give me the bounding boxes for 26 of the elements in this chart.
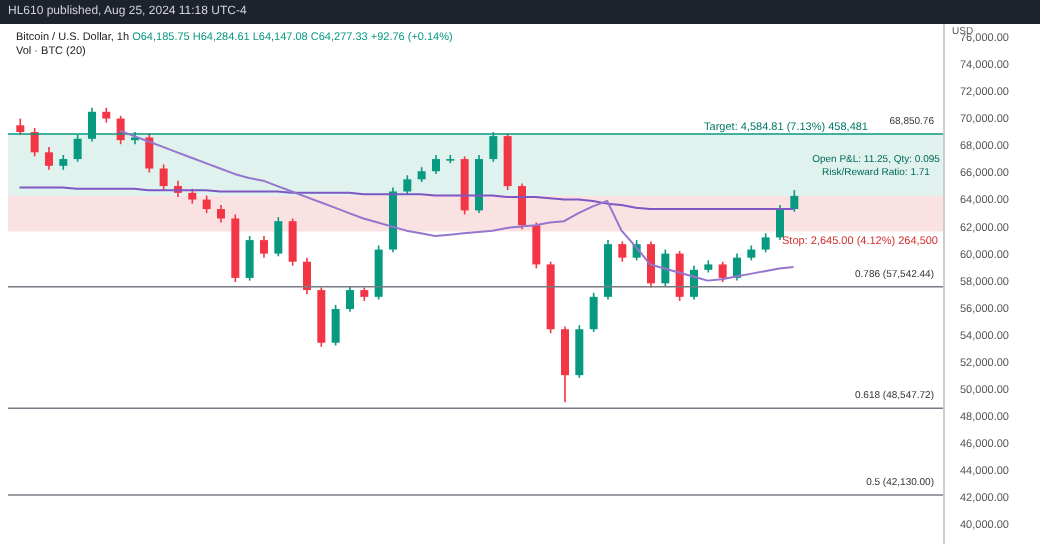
candlestick — [718, 260, 727, 283]
candlestick — [661, 248, 670, 287]
candlestick — [532, 221, 541, 270]
candlestick — [345, 285, 354, 313]
candlestick — [331, 304, 340, 347]
candlestick — [274, 216, 283, 258]
candlestick — [403, 174, 412, 195]
candlestick — [775, 204, 784, 241]
candlestick — [761, 232, 770, 254]
candlestick — [646, 240, 655, 289]
candlestick — [44, 146, 53, 171]
candlestick — [431, 154, 440, 175]
candlestick — [259, 235, 268, 259]
candlestick — [589, 291, 598, 333]
candlestick — [618, 240, 627, 263]
candlestick — [245, 235, 254, 282]
candlestick — [288, 217, 297, 267]
candlestick — [560, 325, 569, 403]
candlestick — [302, 256, 311, 295]
candlestick — [790, 189, 799, 213]
candlestick — [675, 250, 684, 302]
candlestick — [575, 324, 584, 379]
candlestick — [517, 182, 526, 231]
candlestick — [374, 244, 383, 301]
candlestick — [159, 163, 168, 191]
candlestick — [145, 132, 154, 174]
